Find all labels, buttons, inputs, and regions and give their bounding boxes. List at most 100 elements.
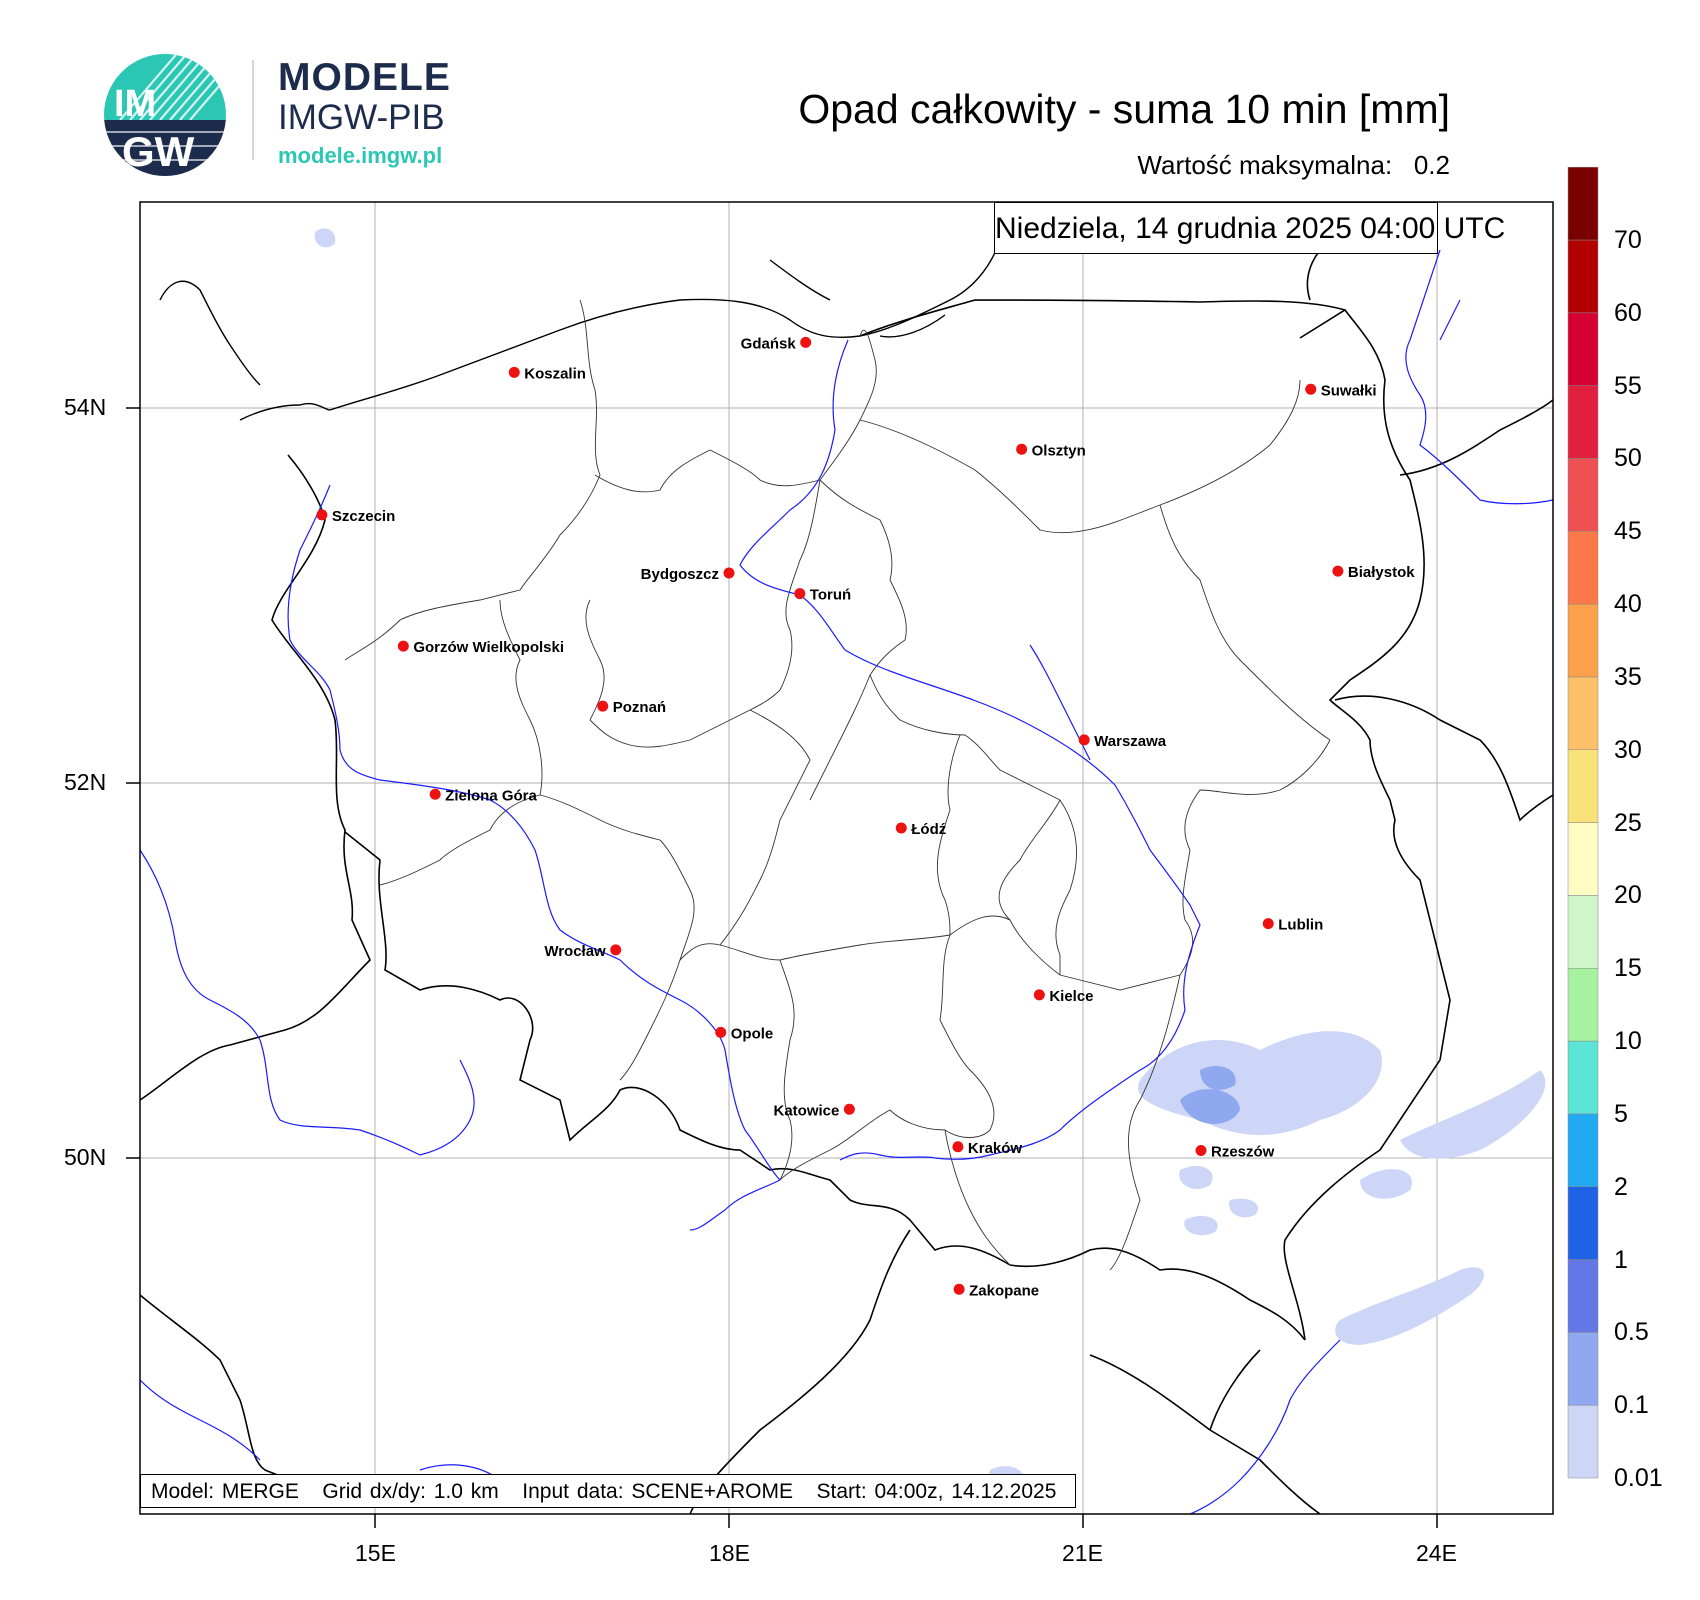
city-label: Olsztyn — [1032, 442, 1086, 459]
imgw-logo-mark: IM GW — [104, 54, 226, 176]
city-label: Koszalin — [524, 365, 586, 382]
colorbar-label: 45 — [1614, 517, 1642, 546]
model-info-bar: Model: MERGE Grid dx/dy: 1.0 km Input da… — [140, 1474, 1076, 1508]
colorbar-swatch — [1567, 749, 1599, 823]
city-label: Wrocław — [544, 943, 606, 960]
city-marker — [1016, 443, 1028, 455]
map-title: Opad całkowity - suma 10 min [mm] — [798, 86, 1450, 132]
city-marker — [1195, 1145, 1207, 1156]
city-marker — [953, 1283, 965, 1295]
forecast-datetime: Niedziela, 14 grudnia 2025 04:00 UTC — [994, 202, 1505, 254]
city-marker — [952, 1141, 964, 1153]
info-start: Start: 04:00z, 14.12.2025 — [816, 1480, 1057, 1503]
logo-name-line2: IMGW-PIB — [278, 98, 445, 137]
lat-tick-label: 54N — [64, 394, 107, 420]
city-label: Zakopane — [969, 1282, 1039, 1299]
city-marker — [794, 588, 806, 600]
max-value-label: Wartość maksymalna: — [1137, 150, 1393, 180]
lat-tick-label: 50N — [64, 1144, 107, 1170]
colorbar-label: 0.01 — [1614, 1464, 1663, 1492]
city-marker — [723, 567, 735, 579]
max-value-line: Wartość maksymalna: 0.2 — [1137, 150, 1450, 181]
colorbar-swatch — [1567, 312, 1599, 386]
city-label: Gorzów Wielkopolski — [413, 639, 564, 656]
colorbar-swatch — [1567, 1113, 1599, 1187]
precipitation-areas — [314, 228, 1546, 1494]
city-marker — [1033, 989, 1045, 1001]
colorbar-swatch — [1567, 1186, 1599, 1260]
colorbar-label: 40 — [1614, 590, 1642, 619]
city-marker — [895, 822, 907, 834]
city-label: Warszawa — [1094, 733, 1167, 750]
colorbar-swatch — [1567, 166, 1599, 241]
lon-tick-label: 24E — [1416, 1540, 1457, 1566]
logo-divider — [252, 60, 254, 160]
city-marker — [429, 788, 441, 800]
city-label: Toruń — [810, 587, 851, 604]
colorbar-label: 25 — [1614, 808, 1642, 837]
logo-url[interactable]: modele.imgw.pl — [278, 143, 443, 168]
colorbar-label: 30 — [1614, 735, 1642, 764]
logo-mark-line1: IM — [114, 83, 156, 125]
info-input: Input data: SCENE+AROME — [522, 1480, 794, 1503]
colorbar-label: 70 — [1614, 226, 1642, 254]
colorbar-swatch — [1567, 603, 1599, 678]
colorbar-swatch — [1567, 1040, 1599, 1115]
lon-tick-label: 15E — [355, 1540, 396, 1566]
city-marker — [1078, 734, 1090, 746]
lon-tick-label: 21E — [1062, 1540, 1103, 1566]
city-marker — [715, 1026, 727, 1038]
colorbar-label: 50 — [1614, 444, 1642, 473]
city-label: Zielona Góra — [445, 787, 537, 804]
colorbar — [1567, 166, 1599, 1479]
city-marker — [800, 336, 812, 348]
colorbar-label: 35 — [1614, 662, 1642, 691]
colorbar-label: 60 — [1614, 298, 1642, 327]
colorbar-swatch — [1567, 895, 1599, 969]
colorbar-label: 2 — [1614, 1172, 1628, 1201]
city-label: Kraków — [968, 1140, 1023, 1157]
city-marker — [316, 509, 328, 521]
city-marker — [397, 640, 409, 652]
colorbar-label: 0.1 — [1614, 1391, 1649, 1420]
colorbar-label: 15 — [1614, 954, 1642, 983]
city-marker — [1332, 565, 1344, 577]
city-label: Gdańsk — [741, 335, 797, 352]
city-label: Szczecin — [332, 508, 395, 525]
max-value: 0.2 — [1413, 150, 1450, 180]
info-grid: Grid dx/dy: 1.0 km — [322, 1480, 499, 1503]
city-label: Suwałki — [1321, 382, 1377, 399]
voivodeship-borders — [344, 299, 1331, 1271]
city-label: Poznań — [613, 699, 666, 716]
colorbar-swatch — [1567, 1259, 1599, 1333]
logo-name-line1: MODELE — [278, 56, 451, 99]
colorbar-label: 55 — [1614, 371, 1642, 400]
colorbar-swatch — [1567, 239, 1599, 314]
colorbar-label: 5 — [1614, 1099, 1628, 1128]
imgw-logo: IM GW MODELE IMGW-PIB modele.imgw.pl — [100, 50, 480, 180]
logo-mark-line2: GW — [122, 128, 195, 175]
colorbar-swatch — [1567, 1332, 1599, 1406]
city-label: Lublin — [1278, 917, 1323, 934]
city-layer: Gdańsk Koszalin Suwałki Olsztyn Szczecin Biał… — [316, 335, 1415, 1299]
city-label: Bydgoszcz — [641, 566, 719, 583]
colorbar-swatch — [1567, 676, 1599, 751]
city-marker — [1305, 383, 1317, 395]
colorbar-label: 1 — [1614, 1245, 1628, 1274]
colorbar-swatch — [1567, 385, 1599, 459]
map-frame — [139, 201, 1554, 1515]
info-model: Model: MERGE — [151, 1480, 299, 1503]
city-label: Rzeszów — [1211, 1144, 1275, 1161]
city-marker — [1262, 918, 1274, 930]
colorbar-swatch — [1567, 531, 1599, 605]
city-label: Katowice — [774, 1102, 840, 1119]
city-label: Kielce — [1049, 988, 1093, 1005]
city-label: Białystok — [1348, 564, 1415, 581]
city-label: Opole — [731, 1025, 774, 1042]
city-marker — [610, 944, 622, 956]
city-marker — [508, 366, 520, 378]
country-borders — [140, 229, 1553, 1514]
colorbar-label: 20 — [1614, 881, 1642, 910]
lat-tick-label: 52N — [64, 769, 107, 795]
